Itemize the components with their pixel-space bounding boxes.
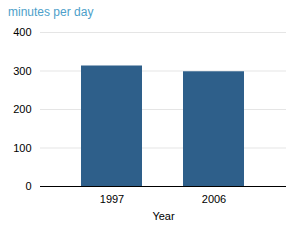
svg-text:2006: 2006 (202, 193, 226, 205)
svg-text:0: 0 (25, 180, 31, 192)
svg-text:1997: 1997 (100, 193, 124, 205)
svg-text:300: 300 (13, 65, 31, 77)
svg-text:200: 200 (13, 103, 31, 115)
svg-text:100: 100 (13, 142, 31, 154)
html-text:minutes per day: minutes per day (8, 5, 94, 19)
svg-text:400: 400 (13, 26, 31, 38)
svg-text:Year: Year (152, 210, 175, 222)
